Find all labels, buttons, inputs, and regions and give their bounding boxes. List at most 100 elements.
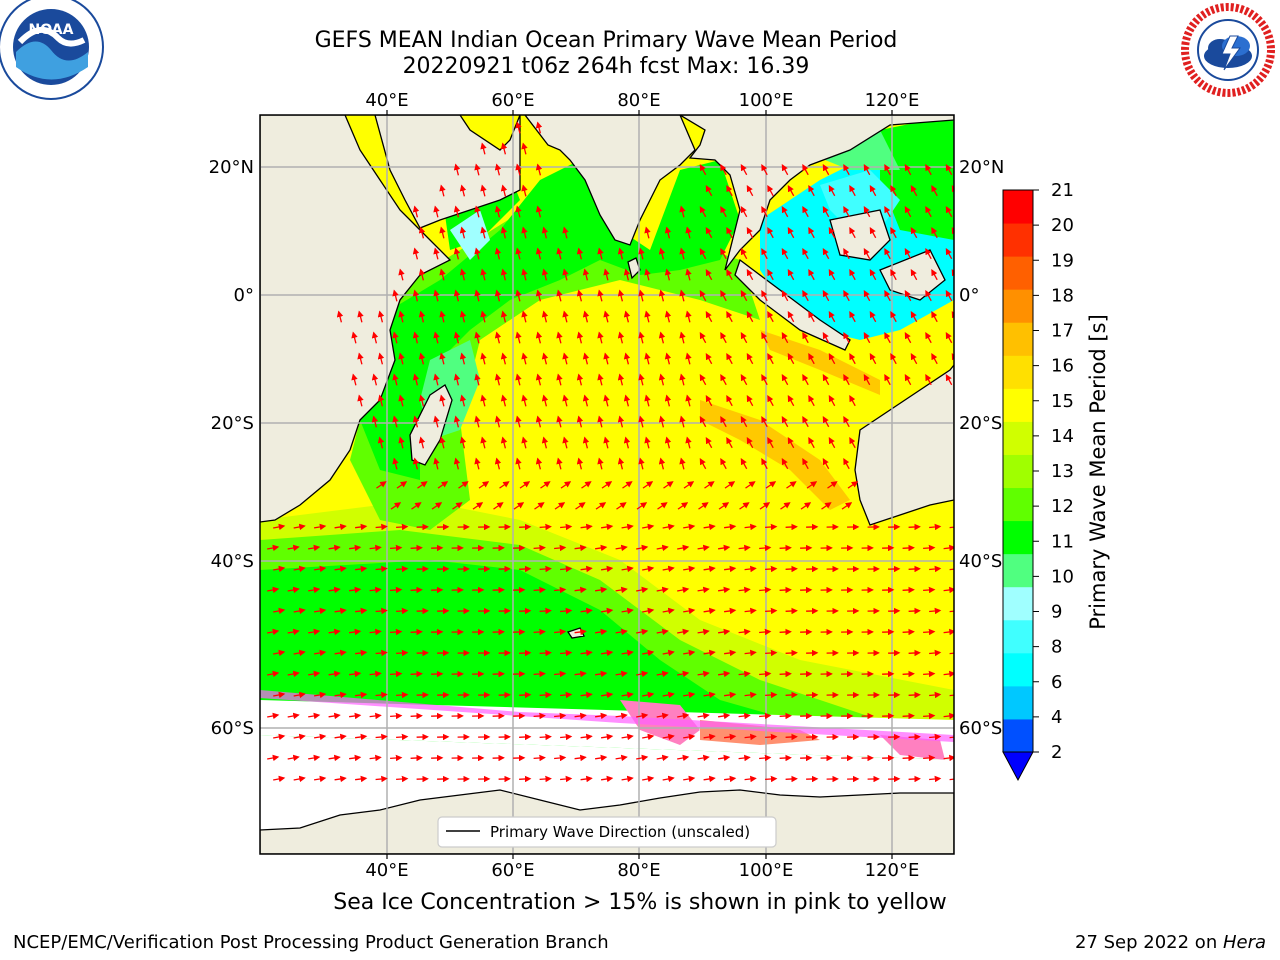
wave-direction-arrow bbox=[375, 775, 388, 783]
wave-direction-arrow bbox=[554, 544, 567, 552]
wave-direction-arrow bbox=[369, 670, 382, 678]
wave-direction-arrow bbox=[718, 670, 731, 678]
wave-direction-arrow bbox=[781, 374, 789, 386]
wave-direction-arrow bbox=[334, 523, 347, 531]
wave-direction-arrow bbox=[662, 607, 675, 615]
wave-direction-arrow bbox=[369, 754, 382, 762]
wave-direction-arrow bbox=[418, 226, 426, 239]
wave-direction-arrow bbox=[943, 586, 954, 594]
wave-direction-arrow bbox=[808, 437, 815, 449]
wave-direction-arrow bbox=[480, 436, 487, 449]
wave-direction-arrow bbox=[617, 247, 625, 260]
lon-label-bottom: 120°E bbox=[865, 860, 920, 881]
wave-direction-arrow bbox=[410, 544, 423, 552]
wave-direction-arrow bbox=[560, 481, 572, 489]
wave-direction-arrow bbox=[375, 607, 388, 615]
wave-direction-arrow bbox=[779, 628, 792, 636]
wave-direction-arrow bbox=[595, 586, 608, 594]
wave-direction-arrow bbox=[313, 565, 327, 573]
wave-direction-arrow bbox=[390, 502, 402, 510]
wave-direction-arrow bbox=[621, 691, 634, 699]
wave-direction-arrow bbox=[787, 269, 795, 281]
wave-direction-arrow bbox=[945, 332, 953, 344]
wave-direction-arrow bbox=[519, 733, 532, 741]
wave-direction-arrow bbox=[821, 502, 832, 510]
wave-direction-arrow bbox=[822, 248, 830, 260]
wave-direction-arrow bbox=[720, 332, 727, 344]
wave-direction-arrow bbox=[759, 628, 772, 636]
wave-direction-arrow bbox=[843, 416, 850, 428]
wave-direction-arrow bbox=[744, 523, 757, 531]
wave-direction-arrow bbox=[636, 754, 649, 762]
wave-direction-arrow bbox=[884, 374, 891, 386]
wave-direction-arrow bbox=[740, 164, 748, 176]
wave-direction-arrow bbox=[884, 206, 891, 218]
wave-direction-arrow bbox=[822, 332, 830, 344]
wave-direction-arrow bbox=[904, 374, 912, 386]
wave-direction-arrow bbox=[664, 310, 672, 323]
wave-direction-arrow bbox=[923, 628, 936, 636]
wave-direction-arrow bbox=[738, 670, 751, 678]
wave-direction-arrow bbox=[863, 206, 871, 218]
wave-direction-arrow bbox=[349, 754, 362, 762]
wave-direction-arrow bbox=[580, 523, 593, 531]
wave-direction-arrow bbox=[412, 247, 420, 260]
wave-direction-arrow bbox=[677, 754, 690, 762]
wave-direction-arrow bbox=[902, 586, 915, 594]
wave-direction-arrow bbox=[617, 415, 625, 428]
colorbar-segment bbox=[1003, 553, 1033, 588]
wave-direction-arrow bbox=[767, 269, 774, 281]
wave-direction-arrow bbox=[576, 373, 584, 386]
wave-direction-arrow bbox=[642, 775, 655, 783]
wave-direction-arrow bbox=[390, 754, 403, 762]
wave-direction-arrow bbox=[535, 289, 543, 302]
wave-direction-arrow bbox=[459, 436, 467, 449]
wave-direction-arrow bbox=[392, 457, 399, 470]
wave-direction-arrow bbox=[679, 205, 686, 218]
wave-direction-arrow bbox=[474, 457, 481, 470]
wave-direction-arrow bbox=[740, 248, 748, 260]
wave-direction-arrow bbox=[785, 523, 798, 531]
wave-direction-arrow bbox=[890, 311, 897, 323]
wave-direction-arrow bbox=[515, 415, 522, 428]
wave-direction-arrow bbox=[703, 733, 716, 741]
wave-direction-arrow bbox=[828, 269, 836, 281]
wave-direction-arrow bbox=[267, 544, 280, 552]
wave-direction-arrow bbox=[539, 607, 552, 615]
wave-direction-arrow bbox=[929, 733, 942, 741]
wave-direction-arrow bbox=[849, 437, 856, 449]
wave-direction-arrow bbox=[500, 352, 508, 365]
wave-direction-arrow bbox=[535, 415, 543, 428]
wave-direction-arrow bbox=[519, 481, 531, 489]
wave-direction-arrow bbox=[621, 733, 634, 741]
wave-direction-arrow bbox=[273, 733, 286, 741]
wave-direction-arrow bbox=[480, 268, 487, 281]
wave-direction-arrow bbox=[636, 544, 649, 552]
wave-direction-arrow bbox=[267, 670, 280, 678]
colorbar-label: Primary Wave Mean Period [s] bbox=[1086, 314, 1110, 630]
wave-direction-arrow bbox=[515, 331, 522, 344]
nws-logo bbox=[1181, 3, 1275, 97]
wave-direction-arrow bbox=[574, 628, 587, 636]
wave-direction-arrow bbox=[863, 248, 871, 260]
wave-direction-arrow bbox=[759, 502, 771, 510]
wave-direction-arrow bbox=[392, 289, 399, 302]
wave-direction-arrow bbox=[724, 607, 737, 615]
wave-direction-arrow bbox=[761, 458, 768, 470]
wave-direction-arrow bbox=[644, 394, 651, 407]
wave-direction-arrow bbox=[787, 353, 795, 365]
wave-direction-arrow bbox=[644, 352, 651, 365]
wave-direction-arrow bbox=[787, 437, 795, 449]
wave-direction-arrow bbox=[556, 247, 563, 260]
footer-date-text: 27 Sep 2022 on bbox=[1075, 932, 1223, 953]
wave-direction-arrow bbox=[636, 502, 648, 510]
wave-direction-arrow bbox=[726, 311, 733, 323]
wave-direction-arrow bbox=[642, 649, 655, 657]
wave-direction-arrow bbox=[494, 247, 502, 260]
wave-direction-arrow bbox=[761, 374, 768, 386]
wave-direction-arrow bbox=[293, 775, 306, 783]
wave-direction-arrow bbox=[781, 248, 789, 260]
wave-direction-arrow bbox=[308, 586, 321, 594]
wave-direction-arrow bbox=[500, 436, 508, 449]
wave-direction-arrow bbox=[273, 691, 286, 699]
